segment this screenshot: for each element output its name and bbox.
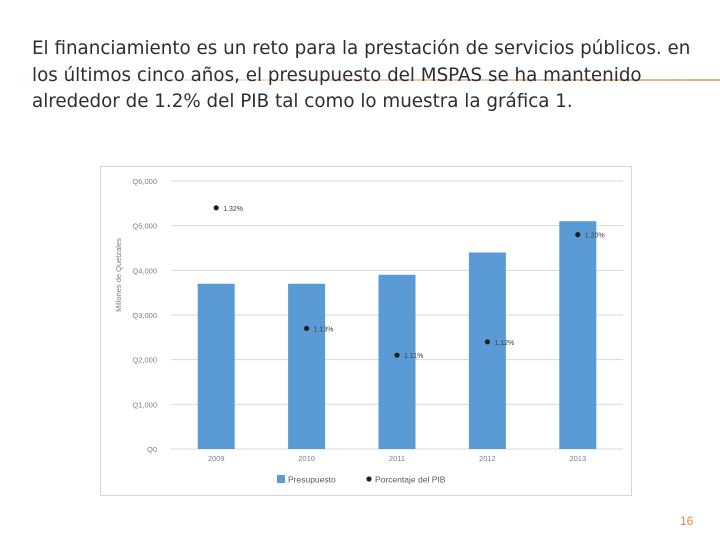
bar-presupuesto: [559, 221, 597, 449]
legend-label-pib: Porcentaje del PIB: [375, 475, 446, 485]
marker-porcentaje-pib: [213, 205, 219, 211]
x-tick-label: 2009: [208, 454, 225, 463]
y-axis-title: Millones de Quetzales: [114, 238, 123, 312]
bar-presupuesto: [288, 283, 326, 449]
data-label-porcentaje: 1.11%: [404, 353, 423, 360]
slide-paragraph: El financiamiento es un reto para la pre…: [32, 38, 691, 112]
x-tick-label: 2011: [389, 454, 405, 463]
y-tick-label: Q1,000: [132, 400, 157, 409]
y-tick-label: Q0: [147, 445, 157, 454]
marker-porcentaje-pib: [394, 352, 400, 358]
legend-label-presupuesto: Presupuesto: [288, 475, 336, 485]
legend-swatch-presupuesto: [277, 475, 285, 483]
x-tick-label: 2012: [479, 454, 496, 463]
chart-container: Q0 Q1,000 Q2,000 Q3,000 Q4,000 Q5,000 Q6,000 Mi…: [100, 166, 632, 496]
x-tick-label: 2013: [569, 454, 586, 463]
y-tick-label: Q4,000: [132, 266, 157, 275]
data-label-porcentaje: 1.12%: [494, 340, 514, 347]
data-label-porcentaje: 1.13%: [314, 326, 334, 333]
marker-porcentaje-pib: [304, 325, 310, 331]
page-number: 16: [680, 514, 694, 528]
y-tick-label: Q3,000: [132, 311, 157, 320]
y-tick-label: Q6,000: [132, 177, 157, 186]
legend-marker-pib: [366, 476, 372, 482]
x-tick-label: 2010: [298, 454, 315, 463]
data-label-porcentaje: 1.32%: [223, 206, 243, 213]
y-tick-label: Q2,000: [132, 356, 157, 365]
bar-presupuesto: [378, 274, 416, 449]
data-label-porcentaje: 1.20%: [585, 233, 605, 240]
bar-presupuesto: [197, 283, 235, 449]
marker-porcentaje-pib: [484, 339, 490, 345]
header-rule: [0, 79, 720, 81]
bar-presupuesto: [468, 252, 506, 449]
marker-porcentaje-pib: [575, 232, 581, 238]
budget-chart: Q0 Q1,000 Q2,000 Q3,000 Q4,000 Q5,000 Q6,000 Mi…: [114, 177, 623, 485]
y-tick-label: Q5,000: [132, 222, 157, 231]
